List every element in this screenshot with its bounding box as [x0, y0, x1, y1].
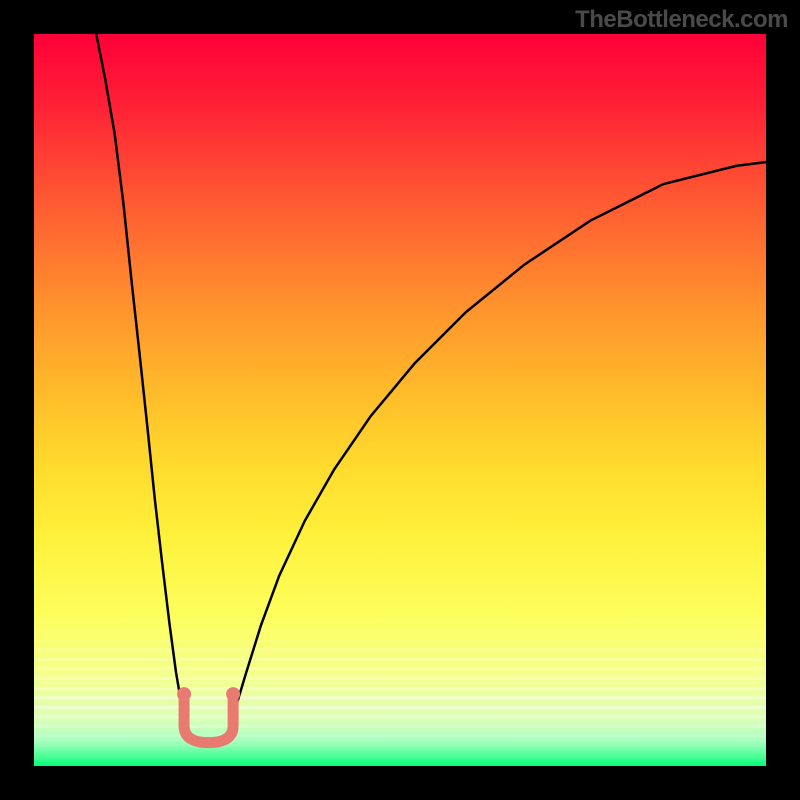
- watermark-text: TheBottleneck.com: [575, 6, 788, 34]
- chart-frame: TheBottleneck.com: [0, 0, 800, 800]
- gradient-plot: [34, 34, 766, 766]
